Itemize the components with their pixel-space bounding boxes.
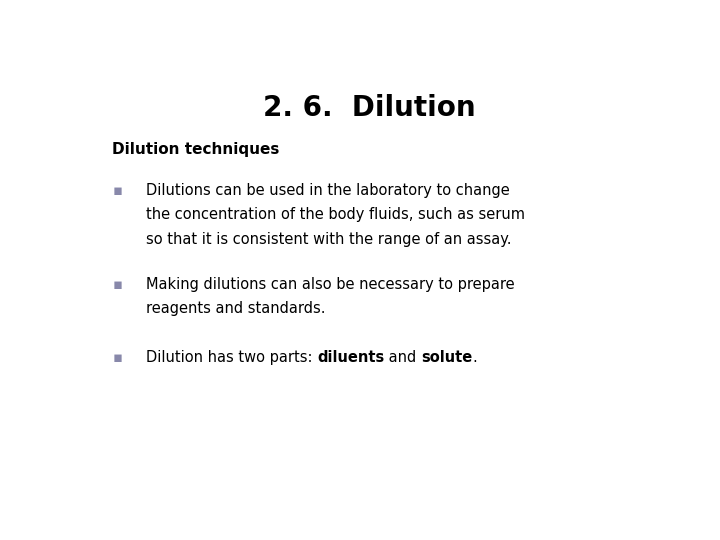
Text: 2. 6.  Dilution: 2. 6. Dilution	[263, 94, 475, 122]
Text: .: .	[472, 349, 477, 364]
Text: Dilutions can be used in the laboratory to change: Dilutions can be used in the laboratory …	[145, 183, 510, 198]
Text: ▪: ▪	[112, 349, 122, 364]
Text: the concentration of the body fluids, such as serum: the concentration of the body fluids, su…	[145, 207, 525, 222]
Text: solute: solute	[421, 349, 472, 364]
Text: diluents: diluents	[317, 349, 384, 364]
Text: ▪: ▪	[112, 277, 122, 292]
Text: so that it is consistent with the range of an assay.: so that it is consistent with the range …	[145, 232, 511, 247]
Text: Dilution techniques: Dilution techniques	[112, 141, 279, 157]
Text: Dilution has two parts:: Dilution has two parts:	[145, 349, 317, 364]
Text: and: and	[384, 349, 421, 364]
Text: Making dilutions can also be necessary to prepare: Making dilutions can also be necessary t…	[145, 277, 514, 292]
Text: ▪: ▪	[112, 183, 122, 198]
Text: reagents and standards.: reagents and standards.	[145, 301, 325, 316]
